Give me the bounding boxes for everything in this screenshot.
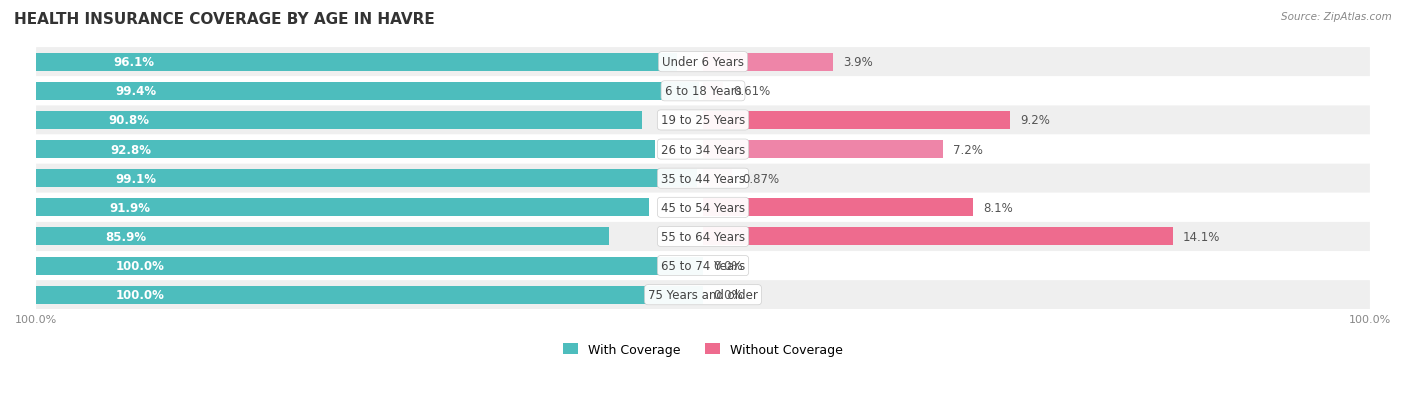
Bar [703, 228, 1173, 246]
Text: 19 to 25 Years: 19 to 25 Years [661, 114, 745, 127]
Text: 0.61%: 0.61% [734, 85, 770, 98]
Bar [703, 54, 832, 71]
FancyBboxPatch shape [37, 252, 1369, 280]
FancyBboxPatch shape [37, 48, 1369, 77]
FancyBboxPatch shape [37, 77, 1369, 106]
Text: 91.9%: 91.9% [110, 202, 150, 214]
Bar [37, 112, 641, 130]
Bar [37, 54, 678, 71]
Text: 45 to 54 Years: 45 to 54 Years [661, 202, 745, 214]
Text: 0.0%: 0.0% [713, 259, 742, 273]
Text: 6 to 18 Years: 6 to 18 Years [665, 85, 741, 98]
Text: 99.4%: 99.4% [115, 85, 157, 98]
Text: 0.0%: 0.0% [713, 289, 742, 301]
Text: 90.8%: 90.8% [108, 114, 150, 127]
Legend: With Coverage, Without Coverage: With Coverage, Without Coverage [558, 338, 848, 361]
Text: 55 to 64 Years: 55 to 64 Years [661, 230, 745, 243]
Bar [37, 83, 699, 101]
Text: 26 to 34 Years: 26 to 34 Years [661, 143, 745, 156]
Text: 3.9%: 3.9% [844, 56, 873, 69]
Text: 75 Years and older: 75 Years and older [648, 289, 758, 301]
Text: Under 6 Years: Under 6 Years [662, 56, 744, 69]
FancyBboxPatch shape [37, 280, 1369, 309]
Text: 9.2%: 9.2% [1019, 114, 1050, 127]
Bar [703, 83, 723, 101]
Bar [703, 112, 1010, 130]
Bar [703, 141, 943, 159]
FancyBboxPatch shape [37, 193, 1369, 222]
Text: 14.1%: 14.1% [1184, 230, 1220, 243]
Bar [37, 228, 609, 246]
Bar [703, 170, 733, 188]
FancyBboxPatch shape [37, 135, 1369, 164]
Text: 65 to 74 Years: 65 to 74 Years [661, 259, 745, 273]
Bar [703, 199, 973, 217]
Bar [37, 141, 655, 159]
FancyBboxPatch shape [37, 106, 1369, 135]
FancyBboxPatch shape [37, 164, 1369, 193]
Text: 35 to 44 Years: 35 to 44 Years [661, 172, 745, 185]
Text: 92.8%: 92.8% [111, 143, 152, 156]
Bar [37, 257, 703, 275]
Text: 85.9%: 85.9% [105, 230, 146, 243]
Text: 100.0%: 100.0% [117, 259, 165, 273]
Bar [37, 170, 697, 188]
Bar [37, 199, 650, 217]
Text: Source: ZipAtlas.com: Source: ZipAtlas.com [1281, 12, 1392, 22]
Text: 8.1%: 8.1% [983, 202, 1012, 214]
Text: HEALTH INSURANCE COVERAGE BY AGE IN HAVRE: HEALTH INSURANCE COVERAGE BY AGE IN HAVR… [14, 12, 434, 27]
FancyBboxPatch shape [37, 222, 1369, 252]
Text: 99.1%: 99.1% [115, 172, 156, 185]
Bar [37, 286, 703, 304]
Text: 0.87%: 0.87% [742, 172, 779, 185]
Text: 100.0%: 100.0% [117, 289, 165, 301]
Text: 96.1%: 96.1% [112, 56, 155, 69]
Text: 7.2%: 7.2% [953, 143, 983, 156]
